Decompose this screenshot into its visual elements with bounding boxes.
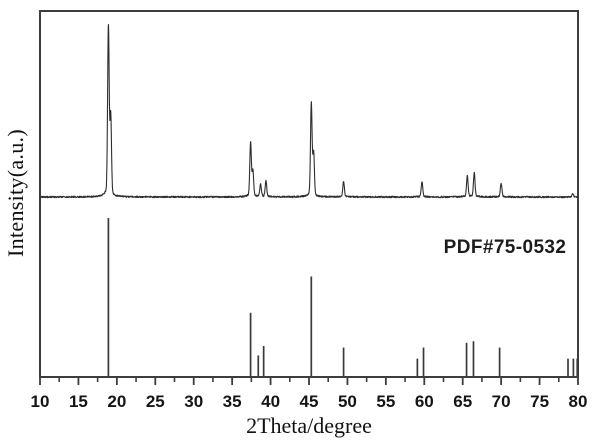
x-tick-label: 60 xyxy=(415,392,434,411)
x-tick-label: 35 xyxy=(223,392,242,411)
x-tick-label: 70 xyxy=(492,392,511,411)
measured-xrd-trace xyxy=(39,23,579,199)
x-tick-label: 50 xyxy=(338,392,357,411)
reference-stick-series xyxy=(107,218,579,376)
x-tick-label: 55 xyxy=(376,392,395,411)
y-axis-label: Intensity(a.u.) xyxy=(3,129,28,257)
x-axis-title: 2Theta/degree xyxy=(246,413,372,438)
x-tick-label: 15 xyxy=(69,392,88,411)
x-axis-ticks: 10 15 20 25 30 35 40 45 50 55 60 65 70 75 80 xyxy=(31,377,588,411)
x-tick-label: 45 xyxy=(300,392,319,411)
x-tick-label: 10 xyxy=(31,392,50,411)
reference-pdf-annotation: PDF#75-0532 xyxy=(443,237,567,258)
x-tick-label: 80 xyxy=(569,392,588,411)
x-tick-label: 20 xyxy=(107,392,126,411)
x-tick-label: 25 xyxy=(146,392,165,411)
x-tick-label: 30 xyxy=(184,392,203,411)
x-tick-label: 65 xyxy=(453,392,472,411)
x-tick-label: 75 xyxy=(530,392,549,411)
x-tick-label: 40 xyxy=(261,392,280,411)
